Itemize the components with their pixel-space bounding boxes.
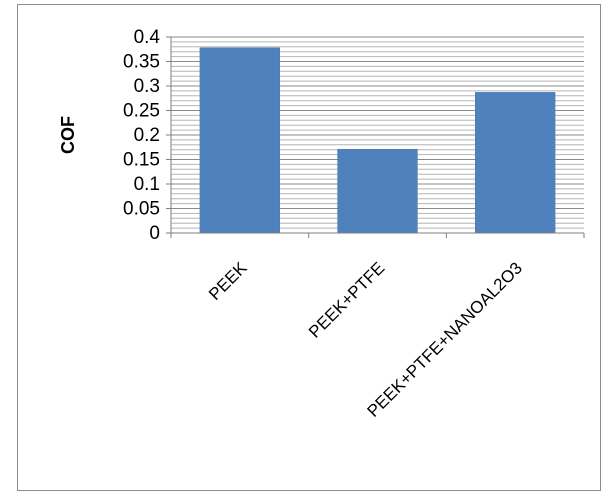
y-axis-label: COF: [58, 116, 78, 154]
y-tick-label: 0.1: [134, 174, 160, 195]
y-tick-label: 0.4: [134, 27, 161, 48]
y-tick-label: 0: [149, 223, 160, 244]
bar-peek: [199, 47, 281, 234]
y-tick-label: 0.05: [123, 199, 160, 220]
x-tick-label: PEEK+PTFE: [305, 258, 388, 341]
y-tick-labels: 0 0.05 0.1 0.15 0.2 0.25 0.3 0.35 0.4: [123, 27, 160, 244]
bar-peek-ptfe: [337, 148, 418, 234]
chart-frame: [17, 4, 601, 491]
y-tick-label: 0.2: [134, 125, 160, 146]
x-tick-label: PEEK: [205, 258, 251, 304]
y-tick-label: 0.15: [123, 150, 160, 171]
y-tick-label: 0.25: [123, 101, 160, 122]
bar-peek-ptfe-nanoal2o3: [474, 92, 556, 234]
axes: [166, 36, 585, 238]
bars: [199, 47, 556, 234]
y-tick-label: 0.3: [134, 76, 160, 97]
y-tick-label: 0.35: [123, 52, 160, 73]
x-tick-label: PEEK+PTFE+NANOAL2O3: [364, 258, 526, 420]
